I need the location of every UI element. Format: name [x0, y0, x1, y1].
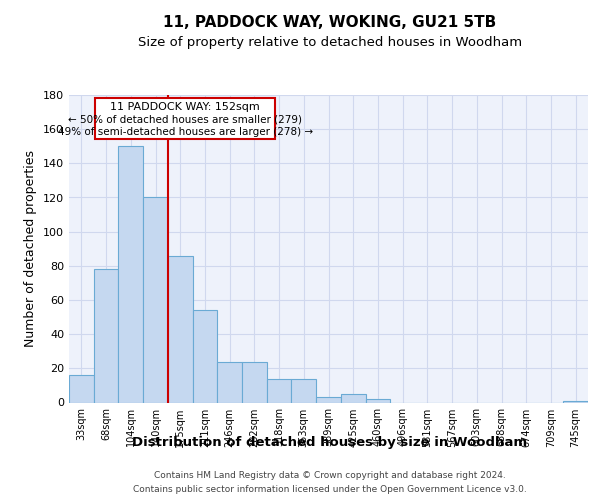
FancyBboxPatch shape	[95, 98, 275, 140]
Y-axis label: Number of detached properties: Number of detached properties	[25, 150, 37, 347]
Bar	[143, 198, 168, 402]
Text: 49% of semi-detached houses are larger (278) →: 49% of semi-detached houses are larger (…	[58, 128, 313, 138]
Bar	[69, 375, 94, 402]
Bar	[242, 362, 267, 403]
Text: Size of property relative to detached houses in Woodham: Size of property relative to detached ho…	[138, 36, 522, 49]
Bar	[341, 394, 365, 402]
Bar	[193, 310, 217, 402]
Bar	[292, 378, 316, 402]
Bar	[267, 378, 292, 402]
Text: Contains public sector information licensed under the Open Government Licence v3: Contains public sector information licen…	[133, 484, 527, 494]
Bar	[168, 256, 193, 402]
Bar	[94, 269, 118, 402]
Bar	[563, 401, 588, 402]
Text: Contains HM Land Registry data © Crown copyright and database right 2024.: Contains HM Land Registry data © Crown c…	[154, 472, 506, 480]
Bar	[118, 146, 143, 403]
Bar	[217, 362, 242, 403]
Text: 11, PADDOCK WAY, WOKING, GU21 5TB: 11, PADDOCK WAY, WOKING, GU21 5TB	[163, 15, 497, 30]
Text: 11 PADDOCK WAY: 152sqm: 11 PADDOCK WAY: 152sqm	[110, 102, 260, 112]
Text: ← 50% of detached houses are smaller (279): ← 50% of detached houses are smaller (27…	[68, 114, 302, 124]
Bar	[316, 398, 341, 402]
Bar	[365, 399, 390, 402]
Text: Distribution of detached houses by size in Woodham: Distribution of detached houses by size …	[133, 436, 527, 449]
